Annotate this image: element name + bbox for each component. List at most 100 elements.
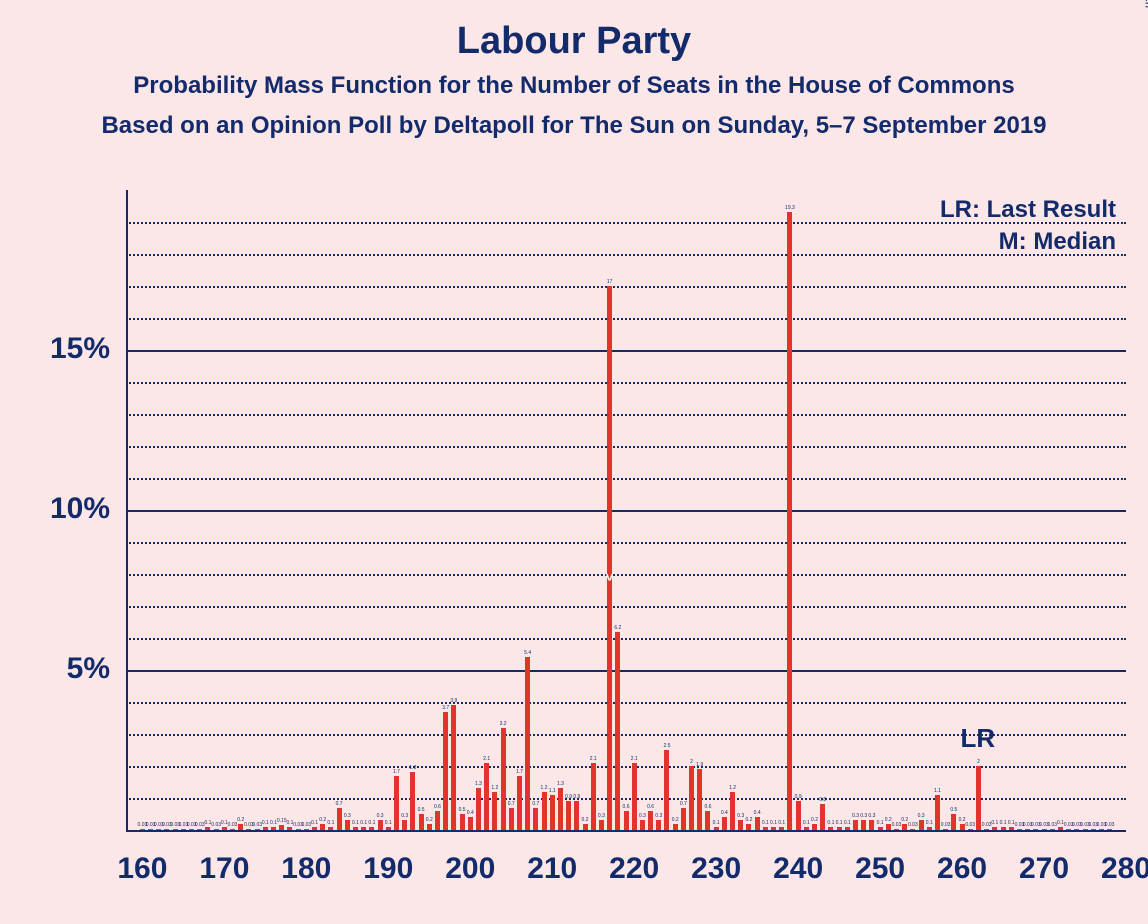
y-tick-label: 15% — [0, 332, 110, 366]
bar — [648, 811, 653, 830]
bar-value-label: 0.1 — [1000, 820, 1007, 826]
bar — [886, 824, 891, 830]
bar — [230, 829, 235, 830]
bar — [328, 827, 333, 830]
bar — [804, 827, 809, 830]
bar-value-label: 0.03 — [982, 822, 992, 828]
bar — [296, 829, 301, 830]
bar-value-label: 5.4 — [524, 650, 531, 656]
grid-minor — [126, 606, 1126, 608]
bar — [402, 820, 407, 830]
bar — [263, 827, 268, 830]
bar-value-label: 3.2 — [500, 721, 507, 727]
median-marker: ˅ — [606, 569, 614, 585]
bar — [607, 286, 612, 830]
x-tick-label: 270 — [1004, 852, 1084, 886]
y-axis — [126, 190, 128, 830]
grid-minor — [126, 414, 1126, 416]
bar — [279, 825, 284, 830]
bar-value-label: 0.03 — [892, 822, 902, 828]
bar-value-label: 0.3 — [377, 813, 384, 819]
bar — [689, 766, 694, 830]
grid-minor — [126, 286, 1126, 288]
bar-value-label: 1.1 — [549, 788, 556, 794]
grid-major — [126, 350, 1126, 352]
bar-value-label: 0.1 — [327, 820, 334, 826]
bar-value-label: 0.7 — [532, 801, 539, 807]
x-tick-label: 170 — [184, 852, 264, 886]
bar — [820, 804, 825, 830]
bar — [460, 814, 465, 830]
bar — [156, 829, 161, 830]
bar-value-label: 0.1 — [385, 820, 392, 826]
bar-value-label: 0.1 — [827, 820, 834, 826]
bar-value-label: 0.3 — [639, 813, 646, 819]
bar — [976, 766, 981, 830]
bar — [828, 827, 833, 830]
bar — [640, 820, 645, 830]
chart-stage: Labour Party Probability Mass Function f… — [0, 0, 1148, 924]
bar — [910, 829, 915, 830]
bar — [304, 829, 309, 830]
bar — [140, 829, 145, 830]
bar-value-label: 0.3 — [852, 813, 859, 819]
x-tick-label: 260 — [922, 852, 1002, 886]
y-tick-label: 5% — [0, 652, 110, 686]
bar — [386, 827, 391, 830]
x-tick-label: 250 — [840, 852, 920, 886]
bar — [845, 827, 850, 830]
bar-value-label: 0.7 — [336, 801, 343, 807]
bar — [509, 808, 514, 830]
bar — [435, 811, 440, 830]
bar — [427, 824, 432, 830]
bar — [484, 763, 489, 830]
bar — [378, 820, 383, 830]
bar — [558, 788, 563, 830]
grid-minor — [126, 574, 1126, 576]
bar-value-label: 3.9 — [450, 698, 457, 704]
x-axis — [126, 830, 1126, 832]
bar — [984, 829, 989, 830]
bar — [320, 824, 325, 830]
x-tick-label: 280 — [1086, 852, 1148, 886]
bar-value-label: 2.5 — [663, 743, 670, 749]
bar-value-label: 1.1 — [934, 788, 941, 794]
bar — [763, 827, 768, 830]
bar — [755, 817, 760, 830]
bar-value-label: 0.03 — [1047, 822, 1057, 828]
bar — [492, 792, 497, 830]
bar-value-label: 0.03 — [965, 822, 975, 828]
bar-value-label: 0.03 — [941, 822, 951, 828]
bar — [181, 829, 186, 830]
bar — [796, 801, 801, 830]
bar — [501, 728, 506, 830]
bar-value-label: 0.1 — [844, 820, 851, 826]
bar — [591, 763, 596, 830]
bar — [542, 792, 547, 830]
bar-value-label: 2 — [690, 759, 693, 765]
bar — [443, 712, 448, 830]
bar-value-label: 0.1 — [360, 820, 367, 826]
bar — [878, 827, 883, 830]
bar — [1009, 827, 1014, 830]
bar-value-label: 1.2 — [541, 785, 548, 791]
bar-value-label: 0.1 — [770, 820, 777, 826]
grid-major — [126, 510, 1126, 512]
bar-value-label: 0.8 — [819, 797, 826, 803]
bar-value-label: 0.5 — [459, 807, 466, 813]
bar-value-label: 0.9 — [565, 794, 572, 800]
x-tick-label: 240 — [758, 852, 838, 886]
bar — [517, 776, 522, 830]
bar-value-label: 0.9 — [795, 794, 802, 800]
bar-value-label: 0.03 — [908, 822, 918, 828]
bar — [1042, 829, 1047, 830]
bar-value-label: 2.1 — [590, 756, 597, 762]
plot-area: 0.030.030.030.030.030.030.030.030.10.030… — [126, 190, 1126, 830]
bar — [992, 827, 997, 830]
grid-minor — [126, 542, 1126, 544]
bar — [148, 829, 153, 830]
bar — [533, 808, 538, 830]
bar — [345, 820, 350, 830]
bar-value-label: 0.7 — [508, 801, 515, 807]
bar — [287, 827, 292, 830]
